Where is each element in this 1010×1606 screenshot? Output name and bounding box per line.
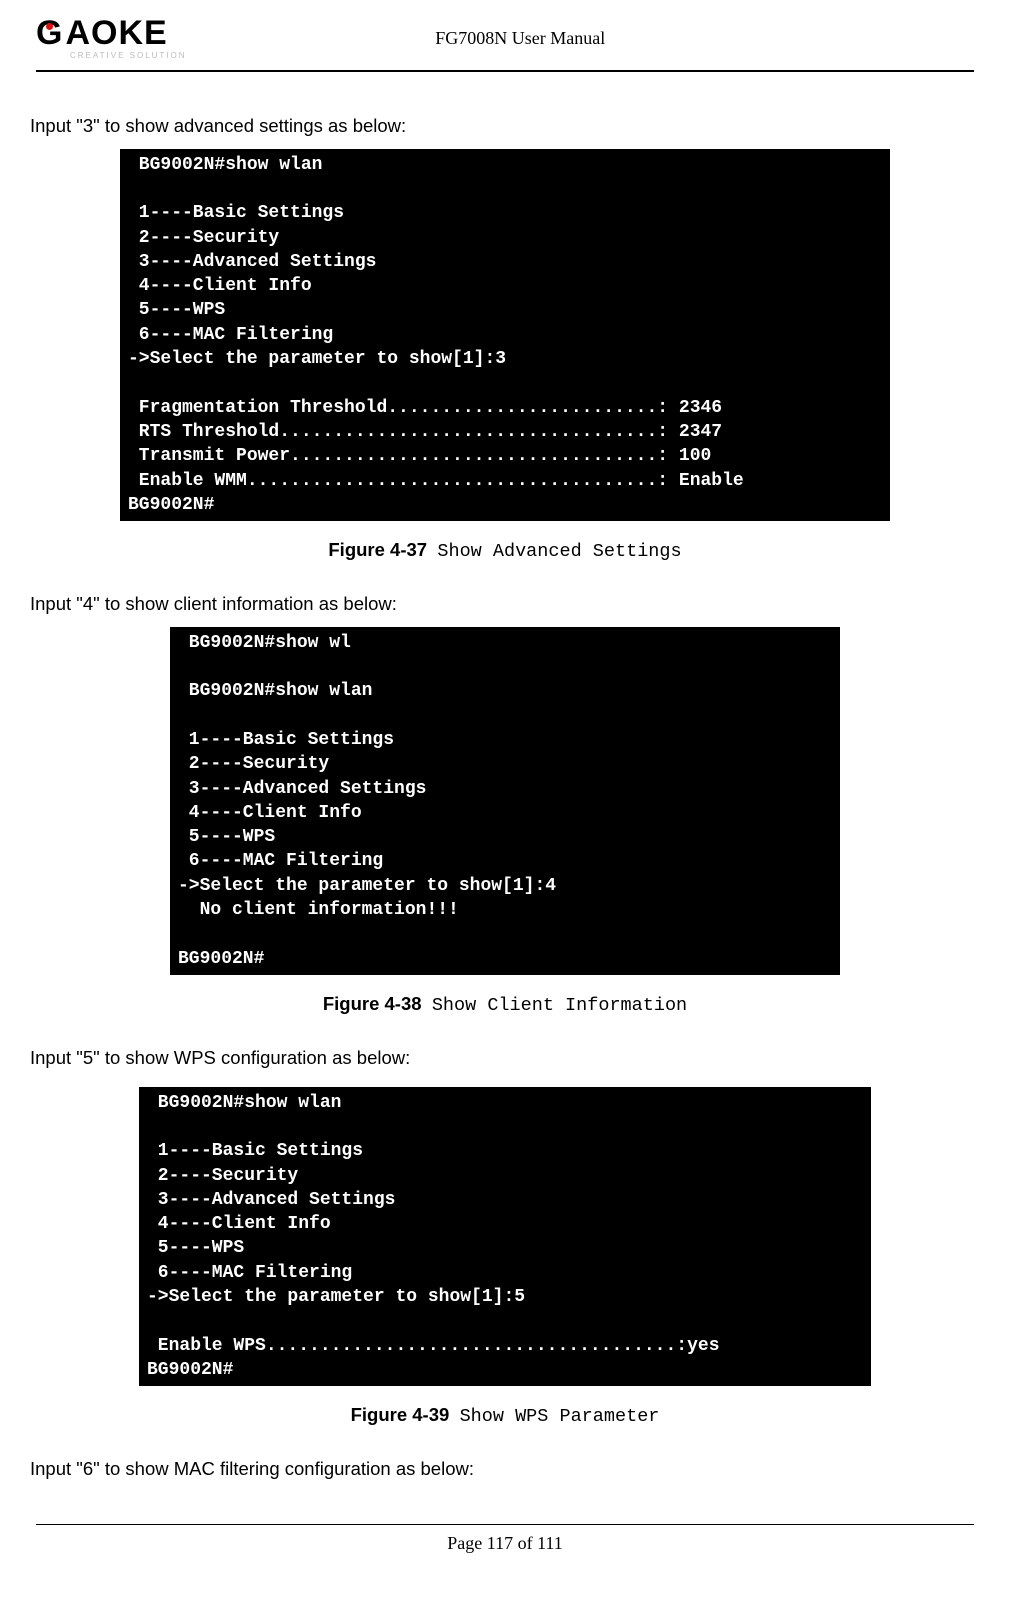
page-number: Page 117 of 111	[30, 1533, 980, 1554]
terminal-screenshot-client: BG9002N#show wl BG9002N#show wlan 1----B…	[170, 627, 840, 975]
logo-red-dot-icon	[46, 23, 53, 30]
intro-text-5: Input "5" to show WPS configuration as b…	[30, 1044, 980, 1073]
figure-label: Show Advanced Settings	[437, 541, 681, 562]
header-divider	[36, 70, 974, 72]
intro-text-4: Input "4" to show client information as …	[30, 590, 980, 619]
logo-letter-g: G	[36, 16, 63, 50]
figure-caption-4-39: Figure 4-39 Show WPS Parameter	[30, 1404, 980, 1427]
terminal-screenshot-wps: BG9002N#show wlan 1----Basic Settings 2-…	[139, 1087, 871, 1387]
figure-caption-4-38: Figure 4-38 Show Client Information	[30, 993, 980, 1016]
figure-label: Show WPS Parameter	[460, 1406, 660, 1427]
footer-divider	[36, 1524, 974, 1525]
terminal-screenshot-advanced: BG9002N#show wlan 1----Basic Settings 2-…	[120, 149, 890, 521]
figure-label: Show Client Information	[432, 995, 687, 1016]
figure-caption-4-37: Figure 4-37 Show Advanced Settings	[30, 539, 980, 562]
figure-number: Figure 4-38	[323, 993, 422, 1014]
logo-subtitle: CREATIVE SOLUTION	[70, 52, 187, 60]
intro-text-6: Input "6" to show MAC filtering configur…	[30, 1455, 980, 1484]
document-title: FG7008N User Manual	[67, 28, 974, 49]
figure-number: Figure 4-39	[351, 1404, 450, 1425]
page-container: GAOKE CREATIVE SOLUTION FG7008N User Man…	[0, 0, 1010, 1584]
page-header: GAOKE CREATIVE SOLUTION FG7008N User Man…	[30, 0, 980, 70]
figure-number: Figure 4-37	[328, 539, 427, 560]
intro-text-3: Input "3" to show advanced settings as b…	[30, 112, 980, 141]
